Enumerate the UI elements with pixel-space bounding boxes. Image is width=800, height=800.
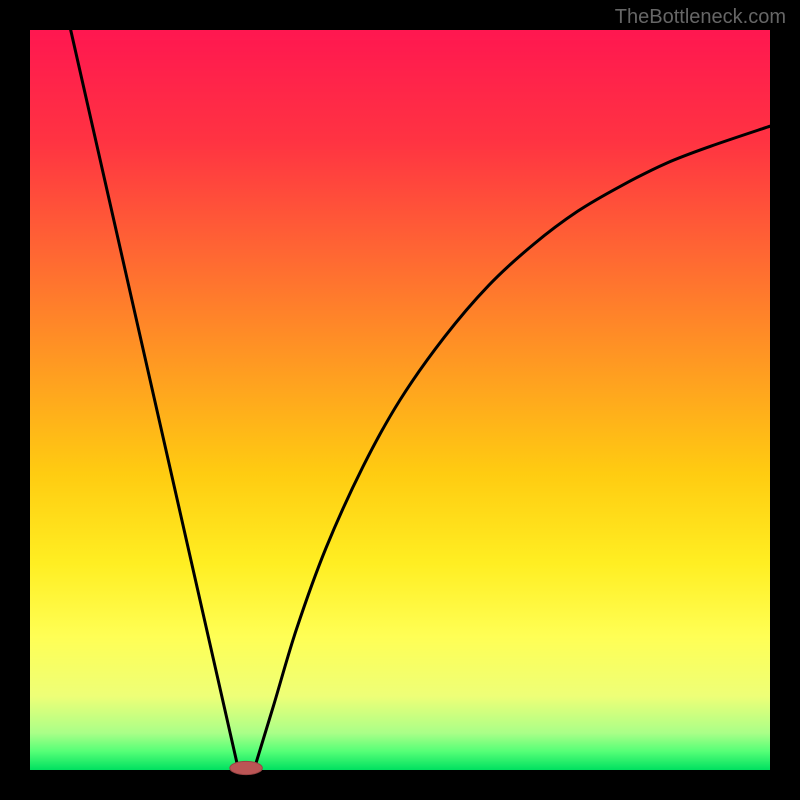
bottleneck-chart	[0, 0, 800, 800]
min-marker	[230, 761, 263, 774]
chart-container: TheBottleneck.com	[0, 0, 800, 800]
watermark-text: TheBottleneck.com	[615, 6, 786, 29]
